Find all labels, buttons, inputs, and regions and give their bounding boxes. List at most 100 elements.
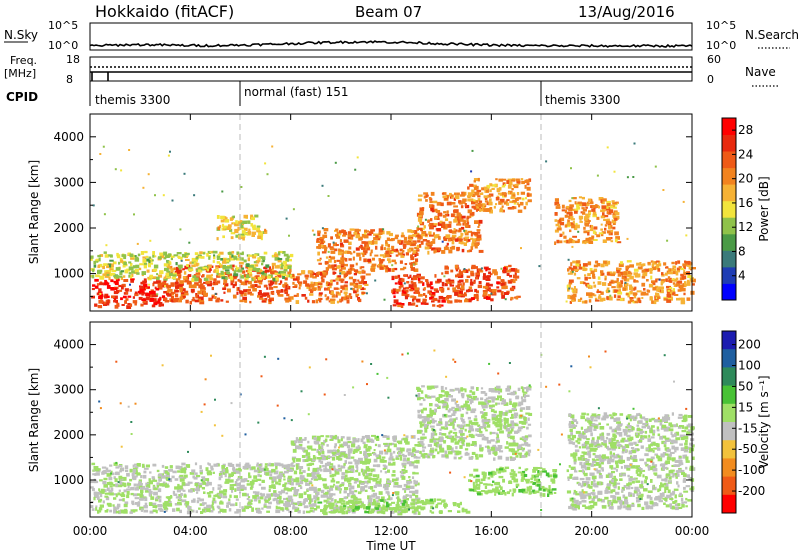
- velocity-mark: [516, 395, 520, 399]
- velocity-mark: [291, 462, 294, 465]
- velocity-mark: [409, 452, 414, 455]
- velocity-mark: [251, 507, 254, 512]
- velocity-mark: [333, 445, 337, 449]
- power-mark: [226, 271, 231, 275]
- velocity-mark: [514, 424, 519, 427]
- power-mark: [452, 288, 456, 291]
- velocity-mark: [355, 446, 360, 449]
- power-mark: [176, 278, 181, 281]
- power-mark: [119, 257, 123, 262]
- velocity-mark: [308, 458, 313, 462]
- power-mark: [666, 299, 672, 303]
- nave-tick-top: 60: [707, 53, 721, 66]
- velocity-mark: [427, 454, 430, 458]
- velocity-mark: [115, 493, 118, 498]
- velocity-mark: [174, 478, 179, 481]
- velocity-mark: [445, 427, 448, 430]
- velocity-mark: [157, 495, 160, 499]
- power-mark: [568, 239, 573, 244]
- velocity-mark: [413, 455, 418, 459]
- power-mark: [128, 272, 132, 275]
- velocity-mark: [113, 462, 118, 466]
- power-mark: [130, 257, 135, 260]
- power-scatter-mark: [338, 233, 341, 236]
- power-mark: [250, 214, 254, 218]
- velocity-mark: [429, 407, 432, 411]
- power-mark: [477, 275, 480, 278]
- velocity-mark: [541, 470, 545, 473]
- velocity-mark: [484, 485, 488, 489]
- power-mark: [182, 268, 185, 271]
- velocity-mark: [307, 467, 310, 471]
- velocity-mark: [528, 412, 533, 416]
- power-mark: [510, 287, 515, 292]
- power-mark: [238, 254, 241, 258]
- velocity-mark: [292, 459, 296, 463]
- velocity-mark: [442, 440, 447, 443]
- velocity-mark: [324, 456, 328, 460]
- velocity-mark: [497, 428, 500, 432]
- velocity-mark: [165, 477, 169, 480]
- power-mark: [399, 260, 403, 264]
- power-mark: [170, 255, 175, 258]
- velocity-mark: [428, 453, 433, 456]
- velocity-mark: [449, 419, 453, 423]
- velocity-mark: [283, 470, 289, 474]
- power-mark: [243, 259, 247, 263]
- power-mark: [481, 203, 486, 207]
- power-mark: [247, 220, 251, 224]
- power-mark: [227, 273, 233, 277]
- velocity-mark: [218, 494, 223, 498]
- velocity-mark: [431, 385, 435, 389]
- velocity-mark: [451, 398, 456, 402]
- power-scatter-mark: [600, 223, 603, 226]
- velocity-mark: [271, 484, 275, 489]
- velocity-mark: [523, 491, 528, 494]
- velocity-mark: [138, 479, 142, 483]
- power-mark: [463, 242, 467, 246]
- velocity-mark: [295, 477, 300, 482]
- power-mark: [604, 224, 608, 227]
- velocity-mark: [299, 472, 303, 475]
- power-mark: [198, 279, 202, 283]
- power-mark: [153, 302, 158, 306]
- power-mark: [157, 256, 162, 260]
- velocity-mark: [389, 456, 394, 459]
- velocity-mark: [233, 495, 238, 499]
- velocity-mark: [377, 484, 382, 487]
- velocity-mark: [206, 480, 210, 483]
- power-mark: [289, 253, 294, 258]
- power-mark: [255, 260, 260, 264]
- power-scatter-mark: [136, 242, 139, 245]
- velocity-mark: [104, 510, 109, 513]
- power-mark: [598, 232, 604, 235]
- velocity-mark: [367, 453, 370, 457]
- power-mark: [318, 262, 322, 265]
- power-mark: [442, 195, 447, 199]
- velocity-mark: [228, 473, 234, 477]
- velocity-mark: [132, 464, 135, 468]
- power-mark: [654, 261, 657, 264]
- power-mark: [237, 226, 240, 231]
- power-mark: [467, 186, 470, 190]
- power-mark: [142, 280, 147, 283]
- power-mark: [179, 288, 183, 293]
- velocity-mark: [487, 489, 493, 494]
- power-mark: [163, 256, 167, 260]
- power-mark: [655, 278, 658, 281]
- velocity-mark: [355, 464, 359, 468]
- power-mark: [432, 208, 438, 212]
- velocity-mark: [310, 477, 314, 481]
- power-mark: [431, 300, 435, 303]
- power-mark: [115, 275, 120, 279]
- velocity-mark: [304, 498, 309, 502]
- velocity-mark: [118, 498, 123, 502]
- nave-tick-bottom: 0: [707, 73, 714, 86]
- power-mark: [510, 296, 514, 300]
- velocity-mark: [400, 471, 405, 475]
- power-mark: [461, 200, 466, 204]
- velocity-mark: [341, 472, 346, 476]
- velocity-mark: [406, 480, 411, 485]
- power-mark: [650, 260, 654, 263]
- power-mark: [386, 247, 391, 251]
